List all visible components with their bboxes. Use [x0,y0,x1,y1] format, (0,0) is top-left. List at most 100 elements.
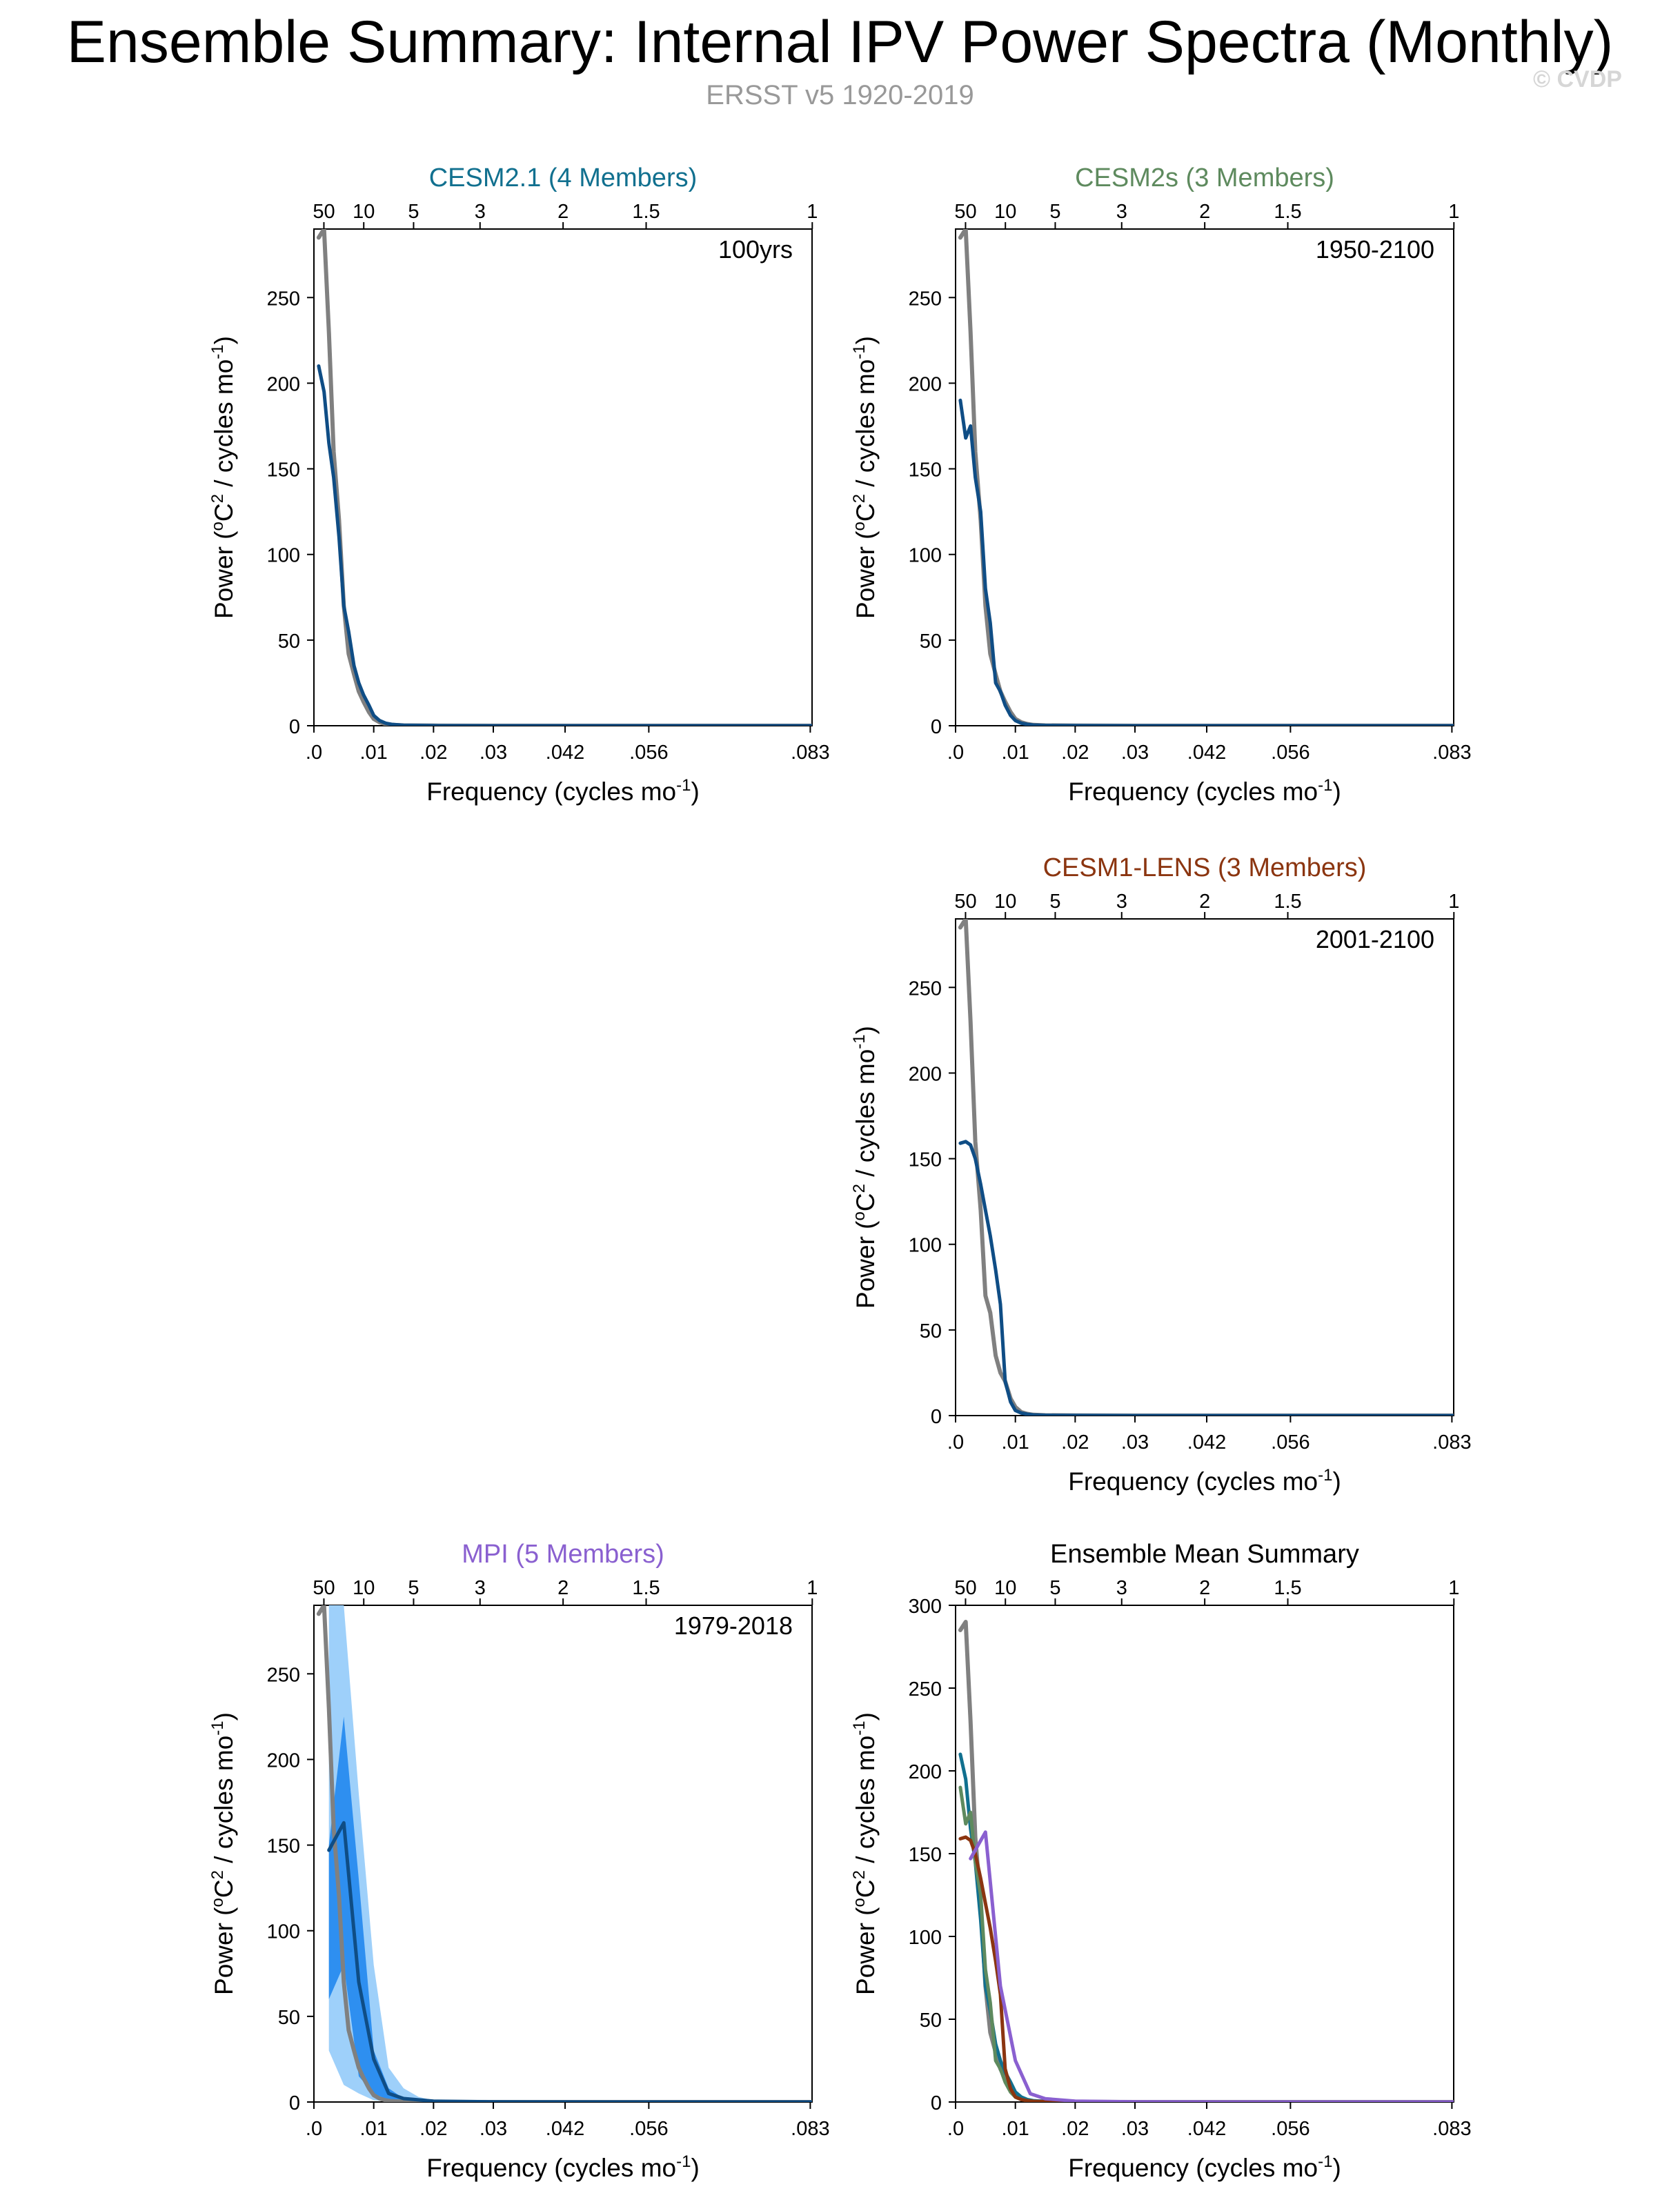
y-axis-label: Power (oC2 / cycles mo-1) [208,1712,238,1995]
x-axis-label: Frequency (cycles mo-1) [1068,1466,1341,1496]
x-axis-label: Frequency (cycles mo-1) [426,776,700,806]
x-tick-label: .083 [1432,2118,1471,2140]
top-tick-label: 50 [313,1577,335,1599]
x-axis-label-sup: -1 [1318,776,1332,795]
top-tick-label: 10 [353,1577,375,1599]
x-tick-label: .02 [419,742,447,764]
x-tick-label: .03 [1121,2118,1149,2140]
x-tick-label: .03 [1121,742,1149,764]
plot-frame [955,1605,1454,2103]
x-axis-label: Frequency (cycles mo-1) [1068,776,1341,806]
y-axis-label-part: -1 [208,344,227,359]
x-axis-label-end: ) [1332,777,1341,806]
period-label: 100yrs [718,235,793,264]
y-axis-label-part: 2 [850,1870,869,1879]
y-tick-label: 0 [931,2092,942,2114]
y-tick-label: 100 [909,1235,942,1257]
chart-panel-mpi: MPI (5 Members).0.01.02.03.042.056.08350… [208,1540,830,2182]
x-axis-label-end: ) [1332,1467,1341,1496]
x-axis-label-text: Frequency (cycles mo [426,2154,676,2182]
y-tick-label: 100 [909,545,942,567]
plot-frame [313,228,813,726]
series-line-mpi [327,1821,812,2102]
y-tick-label: 150 [909,459,942,482]
y-axis-label-part: 2 [208,1870,227,1879]
y-tick-label: 150 [909,1844,942,1866]
x-tick-label: .02 [1061,742,1089,764]
x-tick-label: .03 [480,2118,507,2140]
top-tick-label: 1.5 [1274,891,1301,913]
top-tick-label: 1.5 [632,1577,660,1599]
y-axis-label-part: C [851,1879,880,1898]
series-line-cesm2-1 [958,1752,1454,2102]
chart-title: CESM2s (3 Members) [1075,163,1334,192]
period-label: 1979-2018 [674,1612,793,1640]
series-line-mpi [969,1830,1454,2102]
y-tick-label: 100 [909,1927,942,1949]
top-tick-label: 5 [1049,201,1060,223]
series-line-cesm2s [958,398,1454,726]
x-tick-label: .056 [1271,742,1310,764]
x-axis-label-sup: -1 [676,2152,691,2171]
x-tick-label: .083 [791,742,829,764]
y-axis-label-part: o [208,522,227,531]
series-line-cesm2s [958,1785,1454,2102]
x-axis-label-end: ) [1332,2154,1341,2182]
chart-title: CESM2.1 (4 Members) [429,163,698,192]
top-tick-label: 50 [954,1577,976,1599]
x-tick-label: .056 [629,742,668,764]
top-tick-label: 2 [1199,201,1210,223]
y-axis-label-part: Power ( [851,531,880,619]
x-tick-label: .083 [1432,742,1471,764]
plot-data-group [958,1620,1454,2102]
y-axis-label-part: C [851,1193,880,1211]
x-tick-label: .01 [1002,742,1029,764]
y-tick-label: 0 [289,716,300,738]
top-tick-label: 50 [954,891,976,913]
series-line-ersst-v5 [316,229,812,726]
series-line-cesm2-1 [317,364,812,726]
x-axis-label: Frequency (cycles mo-1) [1068,2152,1341,2182]
top-tick-label: 1 [807,1577,818,1599]
y-axis-label-part: -1 [208,1721,227,1735]
x-axis-label-sup: -1 [1318,2152,1332,2171]
plot-frame [955,918,1454,1416]
plot-data-group [316,229,812,726]
y-axis-label-part: -1 [850,1034,869,1049]
top-tick-label: 1 [1448,201,1459,223]
top-tick-label: 3 [1116,891,1127,913]
y-axis-label-part: / cycles mo [851,359,880,494]
copyright-watermark: © CVDP [1533,66,1622,92]
x-tick-label: .02 [1061,2118,1089,2140]
x-axis-label-end: ) [691,2154,699,2182]
plot-data-group [958,229,1454,726]
x-tick-label: .01 [360,2118,388,2140]
y-tick-label: 50 [920,631,942,653]
x-tick-label: .0 [306,2118,322,2140]
y-axis-label-part: Power ( [851,1220,880,1309]
y-tick-label: 150 [267,459,300,482]
x-tick-label: .083 [791,2118,829,2140]
x-tick-label: .01 [360,742,388,764]
x-axis-label-end: ) [691,777,699,806]
x-axis-label-text: Frequency (cycles mo [1068,2154,1318,2182]
top-tick-label: 2 [1199,1577,1210,1599]
x-tick-label: .083 [1432,1431,1471,1454]
top-tick-label: 50 [313,201,335,223]
x-axis-label-text: Frequency (cycles mo [1068,777,1318,806]
y-tick-label: 50 [920,2010,942,2032]
x-axis-label-text: Frequency (cycles mo [426,777,676,806]
y-tick-label: 250 [267,1664,300,1686]
x-axis-label-sup: -1 [676,776,691,795]
y-tick-label: 100 [267,1921,300,1943]
top-tick-label: 5 [1049,1577,1060,1599]
top-tick-label: 10 [353,201,375,223]
chart-title: Ensemble Mean Summary [1050,1540,1359,1569]
x-tick-label: .056 [629,2118,668,2140]
x-tick-label: .01 [1002,2118,1029,2140]
y-tick-label: 100 [267,545,300,567]
y-tick-label: 50 [920,1320,942,1342]
top-tick-label: 10 [994,201,1016,223]
y-axis-label: Power (oC2 / cycles mo-1) [850,1712,880,1995]
period-label: 1950-2100 [1316,235,1434,264]
